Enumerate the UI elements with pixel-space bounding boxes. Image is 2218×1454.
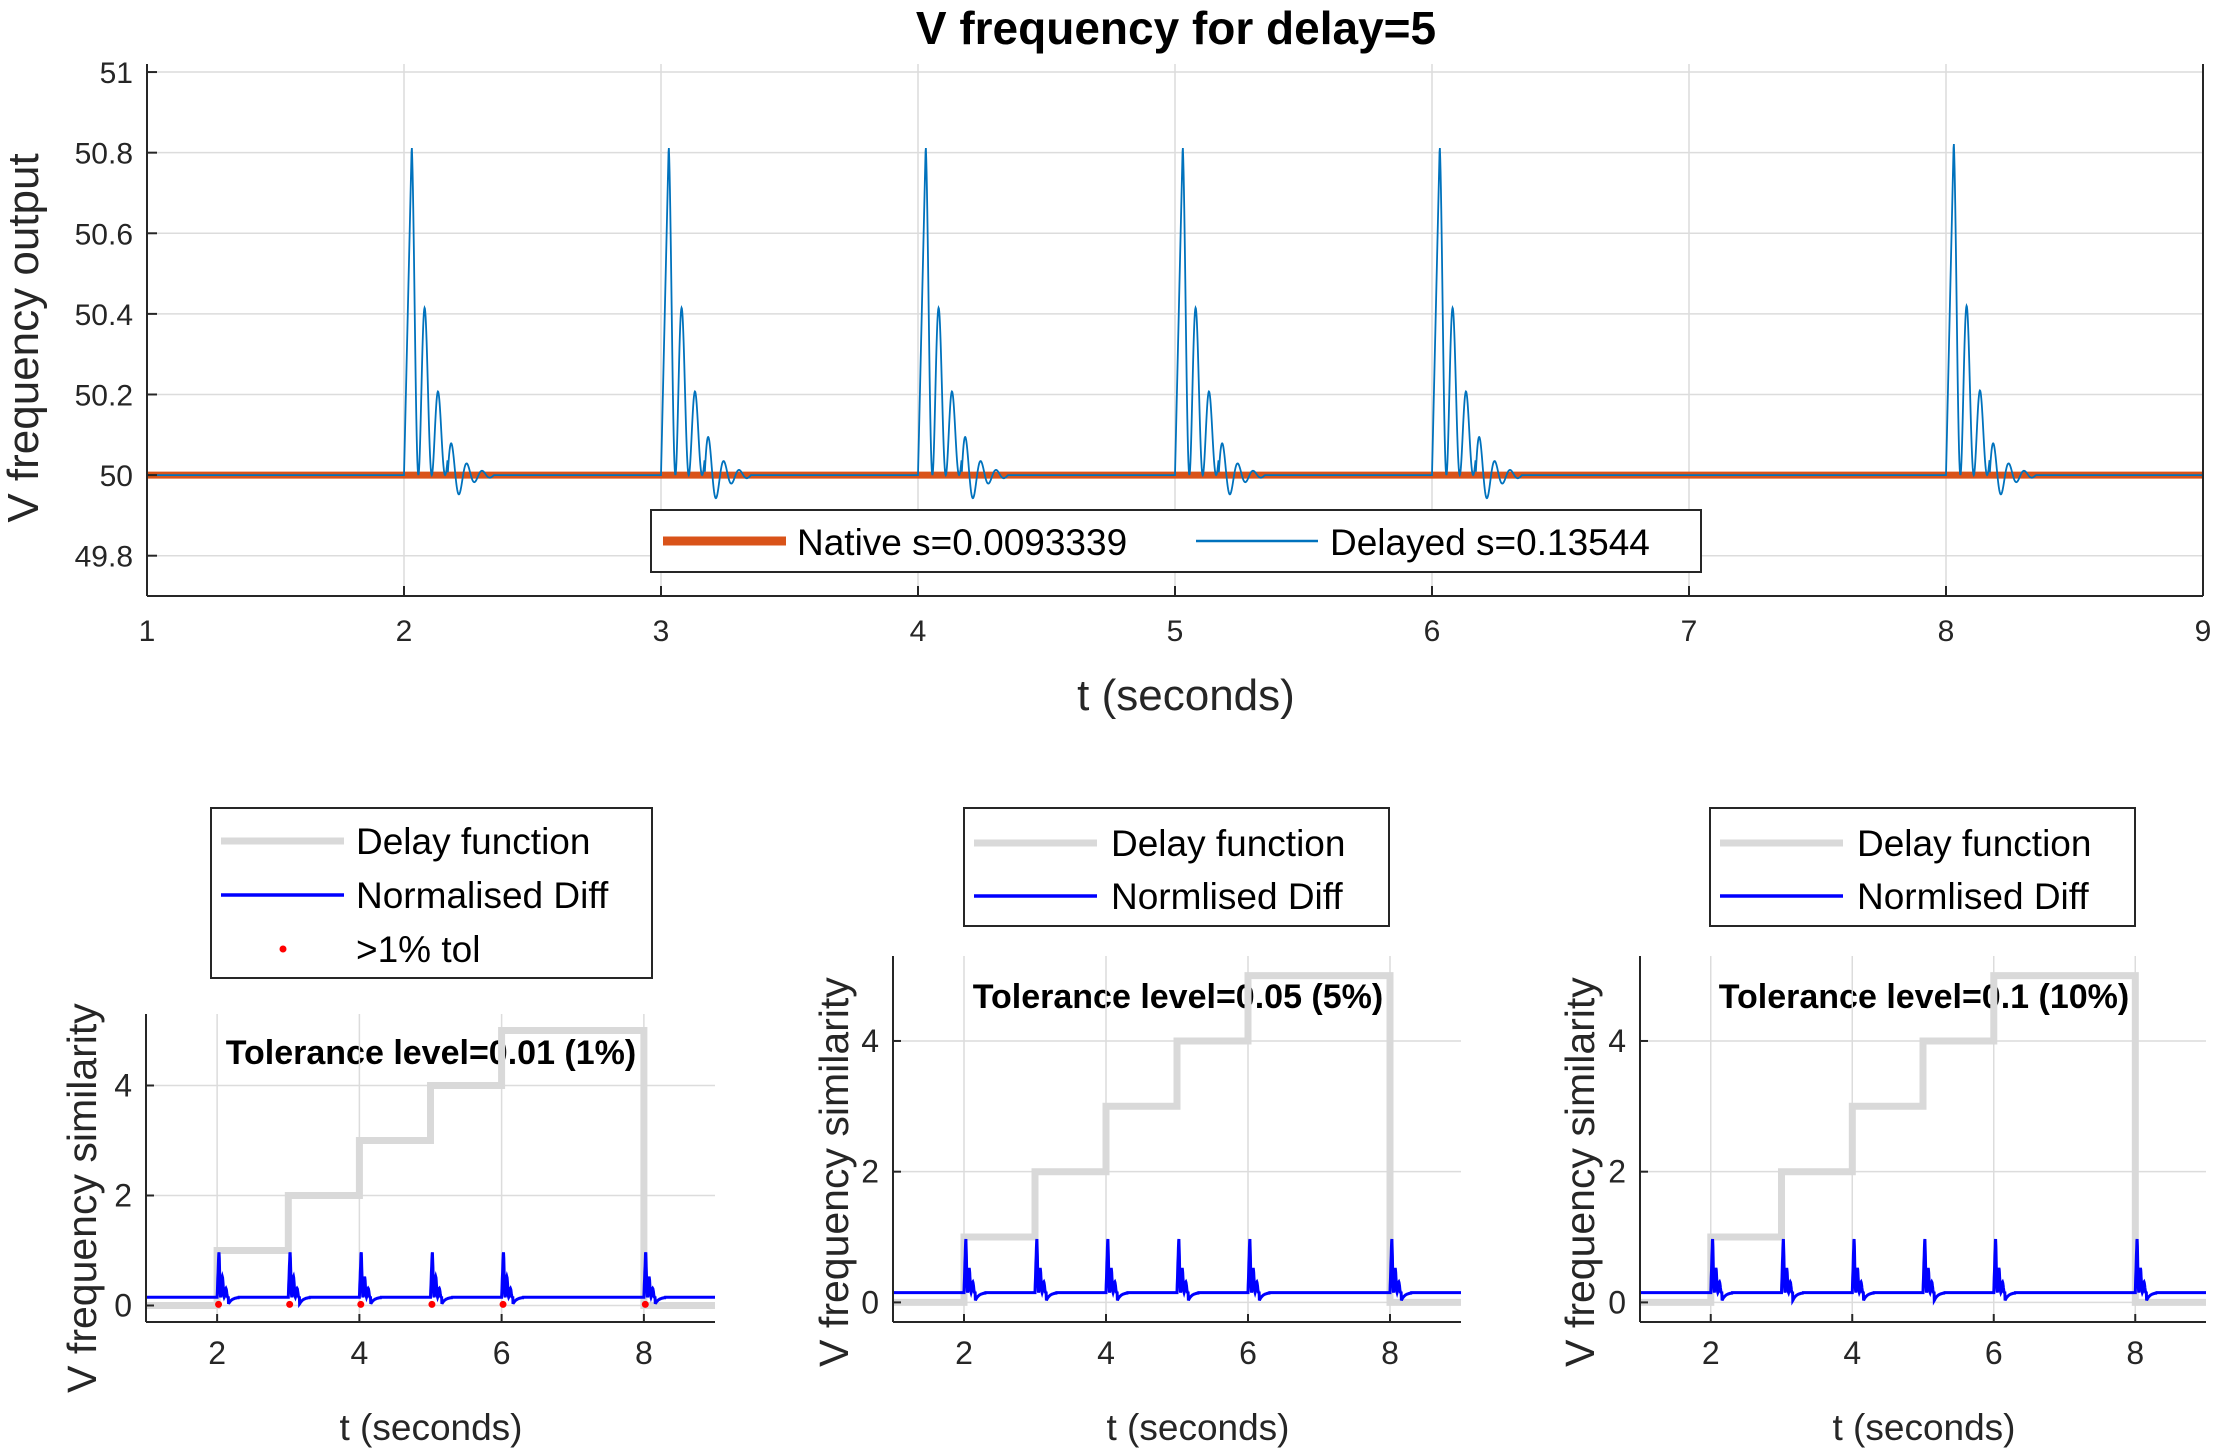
subplot-3-x-tick-label: 2 <box>1702 1335 1720 1371</box>
subplot-1-plot: 2 4 6 8 0 2 4 <box>114 1014 715 1371</box>
subplot-2-legend-delay-label: Delay function <box>1111 823 1345 864</box>
subplot-1-tol-point <box>286 1300 294 1308</box>
subplot-1-delay-function-line <box>146 1027 715 1309</box>
top-y-tick-label: 50.4 <box>75 299 133 332</box>
subplot-2-x-tick-label: 4 <box>1097 1335 1115 1371</box>
subplot-2-y-tick-label: 0 <box>861 1284 879 1320</box>
subplot-3-title: Tolerance level=0.1 (10%) <box>1719 978 2129 1016</box>
subplot-2-plot: 2 4 6 8 0 2 4 <box>861 956 1461 1371</box>
subplot-1-tol-point <box>215 1300 223 1308</box>
subplot-2-y-tick-label: 2 <box>861 1154 879 1190</box>
subplot-1-x-axis-label: t (seconds) <box>339 1407 522 1448</box>
top-y-tick-label: 50 <box>100 460 133 493</box>
top-chart: V frequency for delay=5 1 2 3 4 5 6 7 8 9 49.8 50 5… <box>0 2 2211 720</box>
subplot-3-y-tick-label: 4 <box>1608 1023 1626 1059</box>
top-x-tick-label: 3 <box>653 615 670 648</box>
top-chart-title: V frequency for delay=5 <box>916 2 1436 54</box>
subplot-2-y-axis-label: V frequency similarity <box>811 977 857 1367</box>
subplot-1-legend: Delay function Normalised Diff >1% tol <box>210 807 653 979</box>
legend-native-label: Native s=0.0093339 <box>797 522 1127 563</box>
subplot-2: Delay function Normlised Diff Tolerance … <box>811 807 1461 1448</box>
subplot-2-legend-box <box>963 807 1390 927</box>
subplot-3-legend-diff-label: Normlised Diff <box>1857 876 2089 917</box>
subplot-1-x-tick-label: 2 <box>208 1335 226 1371</box>
subplot-3-y-tick-label: 0 <box>1608 1284 1626 1320</box>
subplot-2-delay-function-line <box>893 972 1461 1306</box>
subplot-2-y-tick-label: 4 <box>861 1023 879 1059</box>
subplot-1-legend-delay-label: Delay function <box>356 821 590 862</box>
subplot-3-legend: Delay function Normlised Diff <box>1709 807 2136 927</box>
subplot-1-tol-point <box>428 1300 436 1308</box>
top-y-axis-label: V frequency output <box>0 153 48 522</box>
subplot-1-x-tick-label: 8 <box>635 1335 653 1371</box>
subplot-1: Delay function Normalised Diff >1% tol T… <box>59 807 715 1448</box>
subplot-3-legend-box <box>1709 807 2136 927</box>
subplot-3-plot: 2 4 6 8 0 2 4 <box>1608 956 2206 1371</box>
subplot-2-x-tick-label: 6 <box>1239 1335 1257 1371</box>
subplot-2-title: Tolerance level=0.05 (5%) <box>973 978 1383 1016</box>
subplot-1-y-tick-label: 0 <box>114 1288 132 1324</box>
top-x-axis-label: t (seconds) <box>1077 671 1295 720</box>
subplot-1-y-tick-label: 4 <box>114 1068 132 1104</box>
top-x-tick-label: 4 <box>910 615 927 648</box>
subplot-3-x-tick-label: 8 <box>2126 1335 2144 1371</box>
subplot-1-tol-point <box>357 1300 365 1308</box>
top-x-tick-label: 7 <box>1681 615 1698 648</box>
top-x-tick-label: 9 <box>2195 615 2212 648</box>
subplot-3-x-axis-label: t (seconds) <box>1832 1407 2015 1448</box>
top-y-tick-label: 50.6 <box>75 218 133 251</box>
top-axes <box>146 64 2204 597</box>
subplot-1-legend-diff-label: Normalised Diff <box>356 875 609 916</box>
subplot-1-legend-tol-marker <box>279 945 287 953</box>
subplot-1-legend-box <box>210 807 653 979</box>
subplot-2-x-axis-label: t (seconds) <box>1106 1407 1289 1448</box>
subplot-1-y-axis-label: V frequency similarity <box>59 1003 105 1393</box>
top-y-tick-label: 50.8 <box>75 138 133 171</box>
top-tick-labels: 1 2 3 4 5 6 7 8 9 49.8 50 50.2 50.4 50.6 50.8 51 <box>75 57 2212 648</box>
top-y-tick-label: 49.8 <box>75 541 133 574</box>
subplot-1-tol-point <box>641 1300 649 1308</box>
subplot-3-y-tick-label: 2 <box>1608 1154 1626 1190</box>
subplot-2-legend: Delay function Normlised Diff <box>963 807 1390 927</box>
legend-delayed-label: Delayed s=0.13544 <box>1330 522 1650 563</box>
subplot-1-y-tick-label: 2 <box>114 1178 132 1214</box>
top-series <box>147 143 2203 500</box>
subplot-2-x-tick-label: 8 <box>1381 1335 1399 1371</box>
subplot-2-legend-diff-label: Normlised Diff <box>1111 876 1343 917</box>
top-x-tick-label: 2 <box>396 615 413 648</box>
subplot-2-x-tick-label: 2 <box>955 1335 973 1371</box>
top-legend-box <box>650 509 1702 573</box>
top-y-tick-label: 51 <box>100 57 133 90</box>
top-y-tick-label: 50.2 <box>75 379 133 412</box>
top-x-tick-label: 5 <box>1167 615 1184 648</box>
subplot-3-x-tick-label: 4 <box>1843 1335 1861 1371</box>
subplot-1-x-tick-label: 6 <box>493 1335 511 1371</box>
subplot-2-normalised-diff-line <box>893 1238 1461 1301</box>
subplot-1-tol-point <box>499 1300 507 1308</box>
subplot-3-delay-function-line <box>1640 972 2206 1306</box>
subplot-1-title: Tolerance level=0.01 (1%) <box>226 1034 636 1072</box>
subplot-3-x-tick-label: 6 <box>1985 1335 2003 1371</box>
subplot-3: Delay function Normlised Diff Tolerance … <box>1557 807 2206 1448</box>
top-legend: Native s=0.0093339 Delayed s=0.13544 <box>650 509 1702 573</box>
top-x-tick-label: 1 <box>139 615 156 648</box>
subplot-1-x-tick-label: 4 <box>350 1335 368 1371</box>
top-x-tick-label: 8 <box>1938 615 1955 648</box>
subplot-1-legend-tol-label: >1% tol <box>356 929 480 970</box>
subplot-1-normalised-diff-line <box>146 1251 715 1309</box>
top-x-tick-label: 6 <box>1424 615 1441 648</box>
subplot-3-legend-delay-label: Delay function <box>1857 823 2091 864</box>
subplot-3-y-axis-label: V frequency similarity <box>1557 977 1603 1367</box>
subplot-3-normalised-diff-line <box>1640 1238 2206 1306</box>
delayed-series-line <box>147 143 2203 500</box>
